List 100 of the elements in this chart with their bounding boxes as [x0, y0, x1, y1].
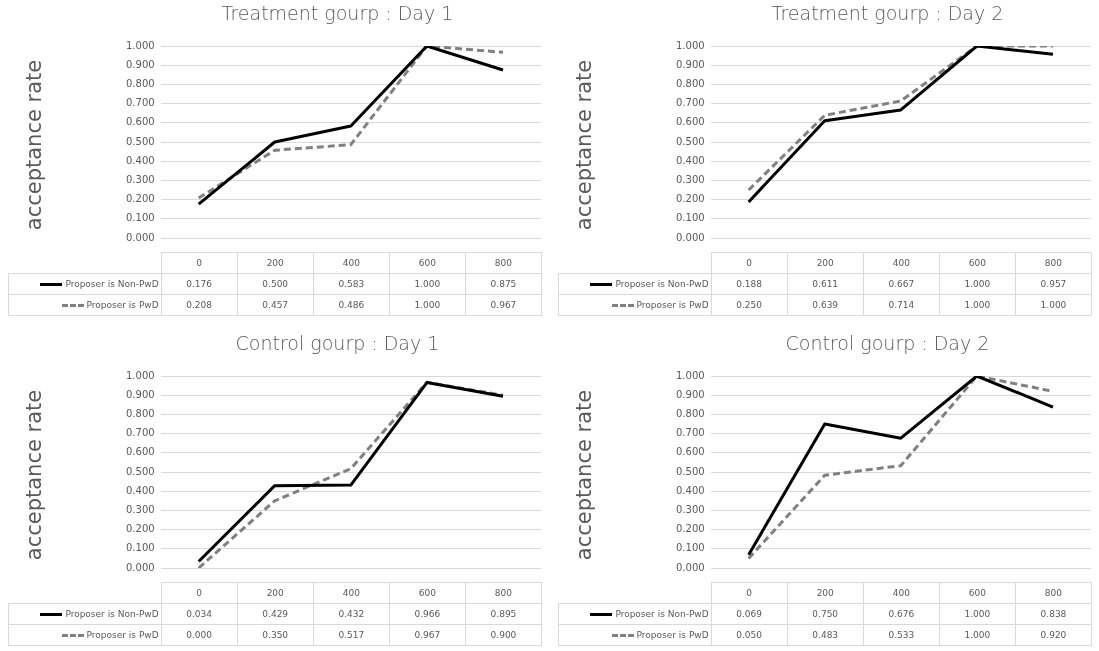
- y-tick-label: 0.300: [675, 173, 705, 185]
- data-label: 0.250: [710, 294, 788, 316]
- x-tick-label: 200: [236, 252, 314, 274]
- data-label: 0.000: [160, 624, 238, 646]
- y-tick-label: 0.600: [675, 446, 705, 458]
- data-label: 0.176: [160, 273, 238, 295]
- y-tick-label: 0.500: [125, 465, 155, 477]
- x-tick-label: 200: [786, 582, 864, 604]
- data-label: 0.750: [786, 603, 864, 625]
- x-tick-label: 0: [160, 582, 238, 604]
- y-tick-label: 0.500: [675, 135, 705, 147]
- x-tick-label: 600: [388, 582, 466, 604]
- data-label: 1.000: [938, 273, 1016, 295]
- chart-title: Treatment gourp : Day 1: [220, 2, 455, 24]
- data-label: 0.838: [1014, 603, 1092, 625]
- y-tick-label: 0.200: [125, 523, 155, 535]
- data-label: 0.350: [236, 624, 314, 646]
- legend-label: Proposer is Non-PwD: [615, 609, 709, 619]
- x-tick-label: 600: [938, 582, 1016, 604]
- data-label: 0.895: [464, 603, 542, 625]
- y-tick-label: 0.400: [675, 154, 705, 166]
- data-label: 0.714: [862, 294, 940, 316]
- data-label: 0.517: [312, 624, 390, 646]
- y-tick-label: 0.200: [675, 193, 705, 205]
- legend-label: Proposer is PwD: [636, 300, 709, 310]
- data-label: 1.000: [938, 624, 1016, 646]
- data-label: 0.457: [236, 294, 314, 316]
- y-tick-label: 0.000: [675, 561, 705, 573]
- data-label: 0.533: [862, 624, 940, 646]
- y-tick-label: 1.000: [125, 369, 155, 381]
- data-label: 0.920: [1014, 624, 1092, 646]
- y-tick-label: 0.100: [675, 542, 705, 554]
- x-tick-label: 800: [1014, 252, 1092, 274]
- y-tick-label: 0.200: [675, 523, 705, 535]
- y-tick-label: 1.000: [675, 39, 705, 51]
- data-label: 0.967: [464, 294, 542, 316]
- data-label: 0.069: [710, 603, 788, 625]
- y-tick-label: 0.400: [125, 484, 155, 496]
- y-tick-label: 0.300: [675, 503, 705, 515]
- data-label: 0.667: [862, 273, 940, 295]
- x-tick-label: 600: [938, 252, 1016, 274]
- x-tick-label: 800: [464, 252, 542, 274]
- data-label: 1.000: [938, 294, 1016, 316]
- data-label: 0.483: [786, 624, 864, 646]
- legend-label: Proposer is PwD: [86, 300, 159, 310]
- data-label: 0.583: [312, 273, 390, 295]
- x-tick-label: 800: [464, 582, 542, 604]
- x-tick-label: 400: [862, 582, 940, 604]
- y-tick-label: 0.700: [675, 427, 705, 439]
- data-label: 0.967: [388, 624, 466, 646]
- y-axis-title: acceptance rate: [22, 389, 46, 561]
- y-tick-label: 1.000: [125, 39, 155, 51]
- x-tick-label: 800: [1014, 582, 1092, 604]
- y-tick-label: 0.600: [125, 446, 155, 458]
- data-label: 0.611: [786, 273, 864, 295]
- data-label: 0.486: [312, 294, 390, 316]
- data-label: 0.639: [786, 294, 864, 316]
- data-label: 0.429: [236, 603, 314, 625]
- legend-label: Proposer is Non-PwD: [65, 609, 159, 619]
- x-tick-label: 200: [786, 252, 864, 274]
- x-tick-label: 0: [160, 252, 238, 274]
- y-tick-label: 0.600: [125, 116, 155, 128]
- y-axis-title: acceptance rate: [572, 59, 596, 231]
- y-tick-label: 0.700: [675, 97, 705, 109]
- legend-label: Proposer is PwD: [86, 630, 159, 640]
- y-tick-label: 0.300: [125, 503, 155, 515]
- y-tick-label: 0.000: [675, 231, 705, 243]
- x-tick-label: 200: [236, 582, 314, 604]
- y-tick-label: 0.000: [125, 231, 155, 243]
- data-label: 0.966: [388, 603, 466, 625]
- y-tick-label: 0.900: [675, 58, 705, 70]
- chart-title: Control gourp : Day 2: [784, 332, 991, 354]
- x-tick-label: 0: [710, 252, 788, 274]
- chart-title: Control gourp : Day 1: [234, 332, 441, 354]
- x-tick-label: 400: [312, 252, 390, 274]
- data-label: 1.000: [388, 273, 466, 295]
- y-tick-label: 0.400: [675, 484, 705, 496]
- y-tick-label: 0.700: [125, 97, 155, 109]
- y-tick-label: 0.400: [125, 154, 155, 166]
- data-label: 0.432: [312, 603, 390, 625]
- y-tick-label: 0.600: [675, 116, 705, 128]
- y-tick-label: 0.700: [125, 427, 155, 439]
- data-label: 1.000: [388, 294, 466, 316]
- x-tick-label: 0: [710, 582, 788, 604]
- data-label: 1.000: [1014, 294, 1092, 316]
- y-tick-label: 0.800: [675, 77, 705, 89]
- y-tick-label: 0.200: [125, 193, 155, 205]
- chart-title: Treatment gourp : Day 2: [770, 2, 1005, 24]
- y-tick-label: 0.900: [125, 388, 155, 400]
- y-tick-label: 0.800: [675, 407, 705, 419]
- y-tick-label: 0.100: [675, 212, 705, 224]
- data-label: 0.676: [862, 603, 940, 625]
- x-tick-label: 600: [388, 252, 466, 274]
- y-axis-title: acceptance rate: [22, 59, 46, 231]
- y-tick-label: 0.500: [675, 465, 705, 477]
- legend-label: Proposer is Non-PwD: [615, 279, 709, 289]
- data-label: 0.188: [710, 273, 788, 295]
- data-label: 0.957: [1014, 273, 1092, 295]
- legend-label: Proposer is Non-PwD: [65, 279, 159, 289]
- y-tick-label: 0.900: [675, 388, 705, 400]
